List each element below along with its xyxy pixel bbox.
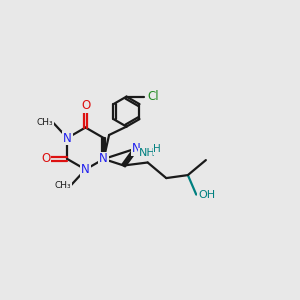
Text: N: N bbox=[132, 142, 140, 155]
Text: N: N bbox=[99, 152, 108, 166]
Text: OH: OH bbox=[198, 190, 215, 200]
Text: N: N bbox=[81, 163, 90, 176]
Text: H: H bbox=[153, 144, 161, 154]
Text: Cl: Cl bbox=[147, 90, 159, 103]
Text: O: O bbox=[81, 99, 90, 112]
Text: CH₃: CH₃ bbox=[36, 118, 53, 127]
Text: NH: NH bbox=[139, 148, 155, 158]
Text: N: N bbox=[63, 131, 72, 145]
Text: O: O bbox=[41, 152, 50, 166]
Text: CH₃: CH₃ bbox=[54, 181, 71, 190]
